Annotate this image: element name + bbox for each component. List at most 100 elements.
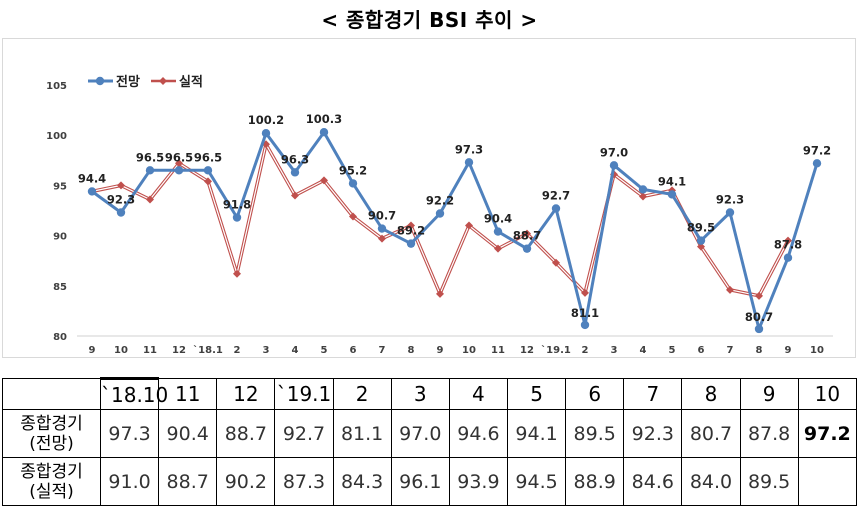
data-point-actual <box>349 212 357 221</box>
data-label: 100.3 <box>306 112 342 126</box>
legend-marker-actual <box>159 77 167 85</box>
data-point-forecast <box>87 187 97 196</box>
data-label: 96.5 <box>194 150 222 164</box>
x-tick-label: 6 <box>698 345 705 356</box>
x-tick-label: 7 <box>379 345 386 356</box>
data-point-forecast <box>725 208 735 217</box>
x-tick-label: 10 <box>462 345 476 356</box>
table-cell: 97.2 <box>797 409 858 458</box>
data-label: 89.5 <box>687 221 715 235</box>
table-header-cell: 12 <box>216 378 276 410</box>
table-header-cell: 3 <box>390 378 450 410</box>
data-label: 88.7 <box>513 229 541 243</box>
bsi-data-table: `18.10 11 12 `19.1 2 3 4 5 6 7 8 9 10 종합경기 (전망) 97.3 90.… <box>2 377 858 506</box>
row-header-line: (전망) <box>29 433 74 454</box>
data-point-forecast <box>522 244 532 253</box>
data-point-forecast <box>435 209 445 218</box>
x-tick-label: 5 <box>669 345 676 356</box>
table-cell: 81.1 <box>332 409 392 458</box>
x-tick-label: `18.1 <box>193 344 223 356</box>
data-label: 91.8 <box>223 198 251 212</box>
table-row: 종합경기 (실적) 91.0 88.7 90.2 87.3 84.3 96.1 93.9 94.5… <box>2 457 858 506</box>
data-point-forecast <box>232 213 242 222</box>
data-point-forecast <box>116 208 126 217</box>
data-point-forecast <box>638 185 648 194</box>
series-line-actual <box>91 142 790 298</box>
data-label: 81.1 <box>571 306 599 320</box>
legend-marker-forecast <box>95 76 105 86</box>
data-point-actual <box>552 258 560 267</box>
data-label: 92.3 <box>107 193 135 207</box>
table-header-cell <box>2 378 101 410</box>
table-cell: 90.4 <box>158 409 218 458</box>
data-label: 95.2 <box>339 163 367 177</box>
data-label: 94.4 <box>78 171 106 185</box>
table-cell: 93.9 <box>448 457 508 506</box>
data-point-forecast <box>145 166 155 175</box>
data-point-actual <box>146 195 154 204</box>
data-point-actual <box>175 159 183 168</box>
x-tick-label: 4 <box>292 345 299 356</box>
table-cell: 84.0 <box>681 457 741 506</box>
x-tick-label: 3 <box>263 345 270 356</box>
data-point-actual <box>407 221 415 230</box>
table-cell: 89.5 <box>739 457 799 506</box>
table-row: 종합경기 (전망) 97.3 90.4 88.7 92.7 81.1 97.0 94.6 94.1… <box>2 409 858 458</box>
data-point-actual <box>465 221 473 230</box>
table-cell: 92.7 <box>274 409 334 458</box>
data-point-forecast <box>261 128 271 138</box>
data-point-actual <box>639 192 647 201</box>
data-label: 87.8 <box>774 238 802 252</box>
data-label: 100.2 <box>248 113 284 127</box>
table-header-cell: 11 <box>158 378 218 410</box>
data-point-forecast <box>812 159 822 168</box>
table-cell: 87.8 <box>739 409 799 458</box>
data-point-forecast <box>754 324 764 334</box>
x-tick-label: 10 <box>114 345 128 356</box>
data-point-actual <box>320 176 328 185</box>
data-point-forecast <box>203 166 213 175</box>
data-point-forecast <box>174 166 184 175</box>
table-header-cell: 8 <box>681 378 741 410</box>
table-header-cell: `18.10 <box>99 377 168 410</box>
data-point-forecast <box>783 253 793 262</box>
data-label: 92.3 <box>716 193 744 207</box>
data-point-actual <box>726 285 734 294</box>
data-point-actual <box>523 229 531 238</box>
x-tick-label: 5 <box>321 345 328 356</box>
x-tick-label: 8 <box>408 345 415 356</box>
x-tick-label: 11 <box>143 345 157 356</box>
y-tick-label: 85 <box>53 282 67 293</box>
chart-area: 80 85 90 95 100 105 9 10 11 12 `18.1 2 3 4 5 6 7 8 9 10 11 12… <box>2 38 856 358</box>
table-cell: 88.7 <box>216 409 276 458</box>
data-label: 97.2 <box>803 143 831 157</box>
table-cell: 96.1 <box>390 457 450 506</box>
x-tick-label: 2 <box>234 345 241 356</box>
table-cell: 88.9 <box>565 457 625 506</box>
x-tick-label: `19.1 <box>541 344 571 356</box>
data-point-forecast <box>464 158 474 167</box>
x-tick-label: 10 <box>810 345 824 356</box>
legend: 전망 실적 <box>88 74 203 90</box>
x-tick-label: 6 <box>350 345 357 356</box>
y-tick-label: 105 <box>46 81 67 92</box>
data-point-forecast <box>493 227 503 236</box>
data-point-actual <box>378 234 386 243</box>
data-label: 96.5 <box>136 150 164 164</box>
table-header-cell: `19.1 <box>274 378 334 410</box>
table-header-cell: 9 <box>739 378 799 410</box>
row-header-line: (실적) <box>29 481 74 502</box>
data-point-actual <box>262 140 270 149</box>
data-point-forecast <box>290 168 300 177</box>
x-tick-label: 2 <box>582 345 589 356</box>
table-cell: 80.7 <box>681 409 741 458</box>
x-tick-label: 9 <box>785 345 792 356</box>
table-cell: 89.5 <box>565 409 625 458</box>
data-label: 89.2 <box>397 224 425 238</box>
table-cell: 90.2 <box>216 457 276 506</box>
table-cell <box>797 457 858 506</box>
data-label: 92.7 <box>542 188 570 202</box>
x-tick-label: 8 <box>756 345 763 356</box>
x-tick-label: 3 <box>611 345 618 356</box>
